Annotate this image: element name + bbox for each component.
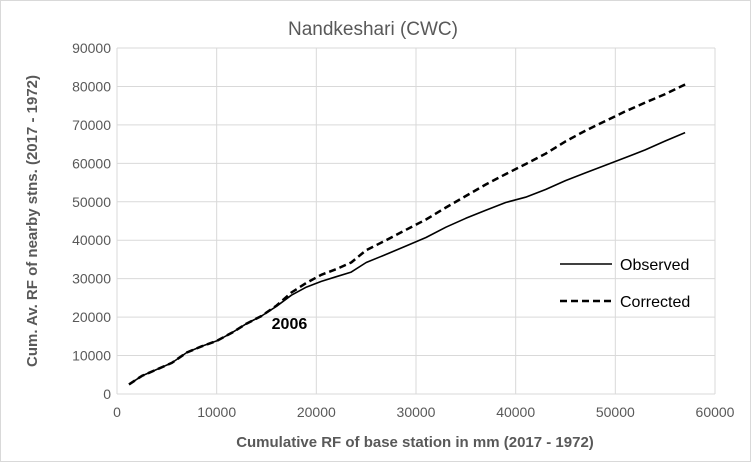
y-tick-label: 70000	[72, 117, 111, 133]
x-tick-label: 50000	[596, 404, 635, 420]
y-tick-label: 60000	[72, 155, 111, 171]
annotation-2006: 2006	[272, 316, 308, 333]
y-tick-label: 10000	[72, 348, 111, 364]
x-tick-label: 30000	[397, 404, 436, 420]
series-line-corrected	[128, 83, 686, 386]
series-group	[128, 83, 686, 386]
y-tick-label: 90000	[72, 40, 111, 56]
grid	[116, 47, 716, 395]
chart-title: Nandkeshari (CWC)	[288, 19, 458, 40]
x-tick-label: 20000	[297, 404, 336, 420]
series-line-observed	[128, 131, 686, 386]
x-tick-label: 10000	[197, 404, 236, 420]
legend-label-observed: Observed	[620, 257, 689, 274]
y-tick-label: 80000	[72, 78, 111, 94]
x-tick-label: 60000	[696, 404, 735, 420]
legend: Observed Corrected	[560, 257, 690, 311]
y-tick-label: 50000	[72, 194, 111, 210]
ticks: 0 10000 20000 30000 40000 50000 60000 70000 8000…	[72, 40, 735, 420]
x-tick-label: 0	[113, 404, 121, 420]
x-tick-label: 40000	[496, 404, 535, 420]
y-tick-label: 0	[103, 386, 111, 402]
x-axis-title: Cumulative RF of base station in mm (201…	[236, 434, 594, 451]
y-tick-label: 30000	[72, 271, 111, 287]
y-tick-label: 20000	[72, 309, 111, 325]
y-tick-label: 40000	[72, 232, 111, 248]
y-axis-title: Cum. Av. RF of nearby stns. (2017 - 1972…	[24, 75, 41, 367]
legend-label-corrected: Corrected	[620, 294, 690, 311]
